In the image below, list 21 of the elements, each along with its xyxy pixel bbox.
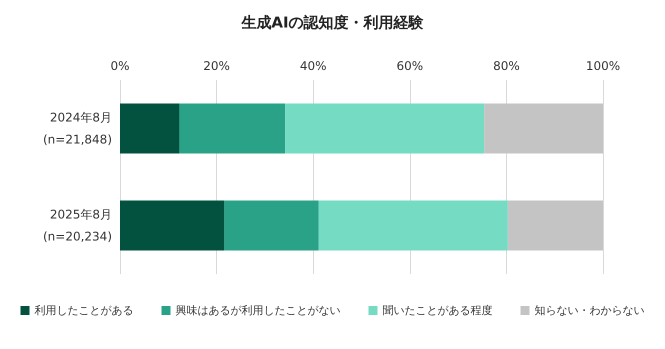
chart-title: 生成AIの認知度・利用経験 [240, 14, 425, 32]
bar [120, 200, 224, 250]
x-tick-label: 80% [493, 59, 520, 73]
y-tick-label: 2025年8月 (n=20,234) [42, 208, 112, 244]
x-tick-label: 100% [586, 59, 620, 73]
x-tick-label: 20% [203, 59, 230, 73]
bar [285, 104, 484, 154]
x-tick-label: 40% [300, 59, 327, 73]
legend-label: 興味はあるが利用したことがない [176, 304, 340, 317]
y-tick-label: 2024年8月 (n=21,848) [42, 110, 112, 146]
legend-label: 利用したことがある [34, 304, 134, 317]
bar [484, 104, 603, 154]
bar [508, 200, 603, 250]
bar [318, 200, 508, 250]
bar [179, 104, 286, 154]
bar [224, 200, 319, 250]
x-tick-label: 60% [396, 59, 424, 73]
legend-label: 知らない・わからない [534, 304, 644, 317]
bar [120, 104, 180, 154]
x-tick-label: 0% [110, 59, 130, 73]
legend-label: 聞いたことがある程度 [382, 304, 492, 317]
